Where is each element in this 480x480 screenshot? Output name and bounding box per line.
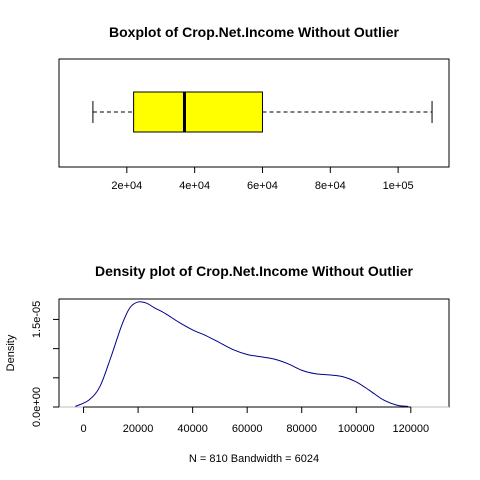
- x-tick-label: 40000: [177, 423, 208, 435]
- density-y-label: Density: [5, 334, 17, 371]
- density-panel: Density plot of Crop.Net.Income Without …: [5, 263, 450, 465]
- x-tick-label: 1e+05: [383, 180, 414, 192]
- density-marks: [59, 301, 449, 408]
- boxplot-panel: Boxplot of Crop.Net.Income Without Outli…: [58, 24, 450, 192]
- density-y-axis: 0.0e+00 1.5e-05: [31, 301, 60, 427]
- boxplot-x-axis: 2e+04 4e+04 6e+04 8e+04 1e+05: [111, 166, 414, 192]
- density-x-axis: 0 20000 40000 60000 80000 100000 120000: [80, 406, 429, 435]
- boxplot-marks: [92, 91, 433, 133]
- x-tick-label: 60000: [232, 423, 263, 435]
- x-tick-label: 20000: [123, 423, 154, 435]
- density-line: [75, 301, 409, 407]
- x-tick-label: 8e+04: [315, 180, 346, 192]
- y-tick-label: 0.0e+00: [31, 387, 43, 427]
- y-tick-label: 1.5e-05: [31, 301, 43, 338]
- x-tick-label: 0: [80, 423, 86, 435]
- x-tick-label: 100000: [338, 423, 375, 435]
- density-x-label: N = 810 Bandwidth = 6024: [189, 453, 319, 465]
- x-tick-label: 80000: [286, 423, 317, 435]
- density-title: Density plot of Crop.Net.Income Without …: [95, 263, 414, 279]
- x-tick-label: 6e+04: [247, 180, 278, 192]
- x-tick-label: 4e+04: [179, 180, 210, 192]
- x-tick-label: 2e+04: [111, 180, 142, 192]
- density-frame: [58, 298, 450, 408]
- x-tick-label: 120000: [392, 423, 429, 435]
- iqr-box: [133, 91, 263, 133]
- boxplot-title: Boxplot of Crop.Net.Income Without Outli…: [109, 24, 400, 40]
